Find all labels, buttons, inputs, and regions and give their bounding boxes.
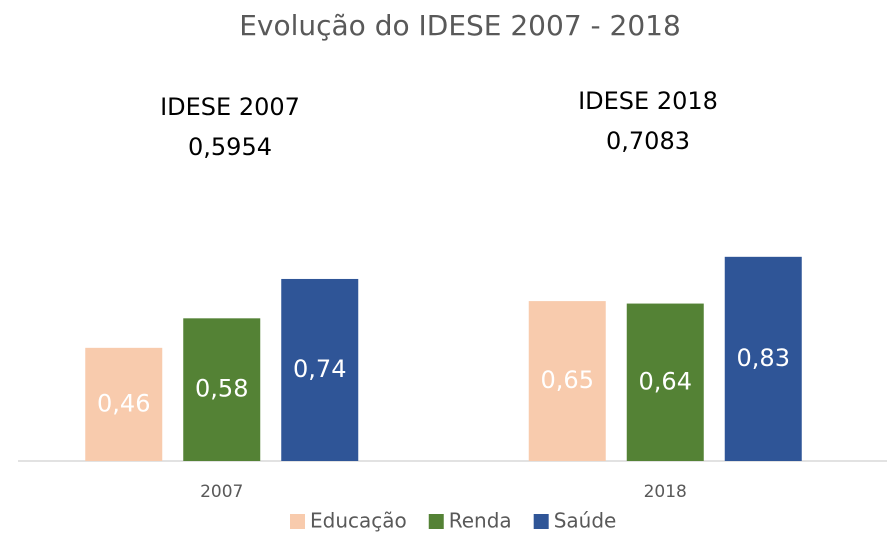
x-tick-label: 2018	[644, 482, 687, 502]
annotation-title: IDESE 2007	[160, 93, 300, 121]
annotation-text: 0,5954	[188, 133, 272, 161]
data-label: 0,83	[737, 344, 790, 372]
bar	[724, 256, 802, 461]
annotation-text: 0,7083	[606, 127, 690, 155]
data-label: 0,65	[541, 366, 594, 394]
data-label: 0,64	[639, 367, 692, 395]
data-label: 0,46	[97, 389, 150, 417]
data-label: 0,58	[195, 375, 248, 403]
bar	[183, 318, 261, 461]
bar	[85, 347, 163, 461]
legend-swatch	[290, 514, 305, 529]
legend-label: Renda	[449, 509, 512, 533]
bar	[528, 301, 606, 461]
bar	[626, 303, 704, 461]
legend-label: Educação	[310, 509, 407, 533]
legend-swatch	[428, 514, 444, 529]
data-label: 0,74	[293, 355, 346, 383]
legend-label: Saúde	[554, 509, 617, 533]
bar	[281, 278, 359, 461]
chart-title: Evolução do IDESE 2007 - 2018	[239, 9, 681, 42]
x-tick-label: 2007	[200, 482, 243, 502]
legend-swatch	[533, 514, 549, 529]
annotation-title: IDESE 2018	[578, 87, 718, 115]
